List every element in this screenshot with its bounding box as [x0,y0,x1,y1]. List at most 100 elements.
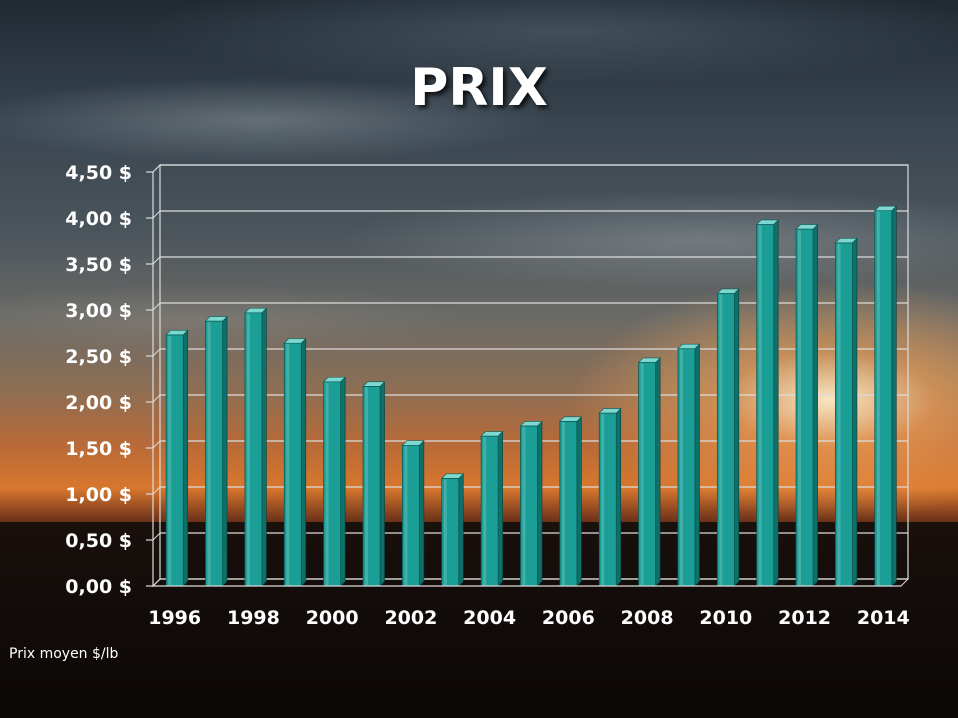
bar-side [734,288,740,587]
bar-2000 [322,376,346,587]
bar-top [519,421,543,427]
gridline-depth [152,164,161,173]
bar-side [379,381,385,587]
bar-side [537,420,543,587]
bar-top [637,357,661,363]
bar-2010 [716,288,740,587]
bar-2012 [795,223,819,587]
bar-side [655,357,661,587]
bar-highlight [719,294,723,585]
bar-highlight [443,479,447,585]
bar-side [497,430,503,587]
y-tick-label: 4,50 $ [65,162,132,184]
bar-highlight [640,363,644,585]
gridline-depth [152,394,161,403]
bar-2004 [480,430,504,587]
x-tick-label: 1996 [148,607,201,629]
bar-highlight [168,335,172,585]
bar-side [891,205,897,587]
y-tick-label: 2,00 $ [65,392,132,414]
bar-top [559,416,583,422]
bar-side [812,223,818,587]
bar-highlight [522,426,526,585]
bar-side [576,416,582,587]
bar-2007 [598,407,622,587]
bar-top [283,338,307,344]
bar-highlight [483,437,487,585]
bar-2006 [559,416,583,587]
bar-2008 [637,357,661,587]
bar-1999 [283,337,307,587]
x-tick-label: 2008 [621,607,674,629]
chart-title: PRIX [410,58,548,118]
bar-2003 [441,473,464,587]
bar-top [401,440,425,446]
bar-top [480,431,504,437]
y-tick-label: 1,50 $ [65,438,132,460]
bar-top [598,408,622,414]
y-tick-label: 2,50 $ [65,346,132,368]
bar-side [222,315,228,587]
x-tick-label: 2014 [857,607,910,629]
bar-side [458,473,464,587]
gridline-depth [152,210,161,219]
bar-highlight [246,313,250,585]
gridline-depth [152,440,161,449]
x-tick-label: 2006 [542,607,595,629]
bar-side [694,343,700,587]
bar-highlight [207,322,211,585]
bar-highlight [876,211,880,585]
bar-top [362,381,386,387]
bar-highlight [837,243,841,585]
gridline-depth [152,302,161,311]
bar-top [244,307,268,314]
bar-2001 [362,381,386,587]
bar-top [795,224,819,230]
bar-2009 [677,343,701,587]
bar-2013 [834,237,858,587]
bar-top [204,316,228,322]
bar-side [261,307,267,587]
bar-top [165,330,189,336]
bar-highlight [561,422,565,585]
bar-highlight [798,230,802,586]
x-tick-label: 2004 [463,607,516,629]
bar-top [322,376,346,383]
bar-highlight [404,446,408,585]
bar-highlight [365,387,369,585]
gridline-depth [152,256,161,265]
bar-highlight [601,414,605,585]
plot-side-wall [152,163,161,588]
y-tick-label: 3,00 $ [65,300,132,322]
bar-highlight [325,382,329,585]
bar-top [441,473,464,479]
y-tick-label: 3,50 $ [65,254,132,276]
bar-side [340,376,346,587]
bar-side [419,440,425,587]
y-tick-label: 0,50 $ [65,530,132,552]
bar-side [773,219,779,587]
y-tick-label: 4,00 $ [65,208,132,230]
x-tick-label: 2012 [778,607,831,629]
bar-1997 [204,315,228,587]
y-tick-label: 1,00 $ [65,484,132,506]
bar-side [300,337,307,587]
x-tick-label: 2002 [384,607,437,629]
bar-highlight [286,344,290,585]
x-tick-label: 2000 [306,607,359,629]
x-tick-label: 2010 [699,607,752,629]
bar-2014 [874,205,898,587]
bar-2005 [519,420,543,587]
gridline-depth [152,348,161,357]
bar-2011 [755,219,779,587]
bar-top [874,205,898,211]
bar-top [755,219,779,225]
gridline-depth [152,578,161,587]
gridline-depth [152,486,161,495]
bar-1996 [165,329,189,587]
bar-side [182,329,188,587]
bar-top [716,288,740,294]
bar-1998 [244,307,268,587]
chart-footnote: Prix moyen $/lb [9,646,119,662]
